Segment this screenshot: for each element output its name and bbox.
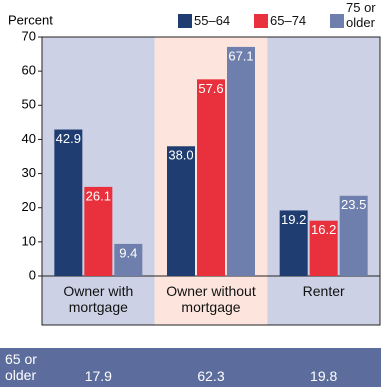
bar <box>167 146 195 276</box>
y-tick-label: 20 <box>22 199 36 214</box>
legend-swatch <box>254 14 268 28</box>
table-value: 19.8 <box>310 368 338 384</box>
bar <box>227 46 255 276</box>
bar <box>197 79 225 276</box>
y-tick-label: 10 <box>22 233 36 248</box>
table-value: 62.3 <box>197 368 225 384</box>
value-label: 57.6 <box>198 81 223 96</box>
value-label: 9.4 <box>119 245 137 260</box>
legend-label: 65–74 <box>270 13 307 28</box>
bar <box>309 220 338 276</box>
value-label: 67.1 <box>228 48 253 63</box>
value-label: 42.9 <box>56 131 81 146</box>
y-tick-label: 40 <box>22 131 36 146</box>
table-value: 17.9 <box>84 368 112 384</box>
bar <box>339 195 368 276</box>
legend-swatch <box>330 14 344 28</box>
value-label: 19.2 <box>281 212 306 227</box>
x-tick-label: Owner with mortgage <box>63 283 134 315</box>
plot-frame <box>41 36 381 326</box>
y-tick-label: 70 <box>22 28 36 43</box>
panel-background <box>267 37 380 325</box>
y-tick-label: 30 <box>22 165 36 180</box>
y-axis-label: Percent <box>8 12 53 27</box>
bar <box>279 210 308 276</box>
bar <box>84 186 113 276</box>
bar <box>114 243 143 276</box>
y-tick-label: 50 <box>22 97 36 112</box>
legend-label: 75 or older <box>346 0 376 30</box>
value-label: 16.2 <box>311 222 336 237</box>
value-label: 26.1 <box>86 188 111 203</box>
bar <box>54 129 83 276</box>
value-label: 38.0 <box>168 148 193 163</box>
x-tick-label: Owner without mortgage <box>166 283 256 315</box>
table-band <box>0 348 381 387</box>
value-label: 23.5 <box>341 197 366 212</box>
legend-swatch <box>178 14 192 28</box>
x-tick-label: Renter <box>302 283 345 299</box>
legend-label: 55–64 <box>194 13 231 28</box>
y-tick-label: 60 <box>22 63 36 78</box>
table-row-label: 65 or older <box>5 351 37 383</box>
y-tick-label: 0 <box>29 267 36 282</box>
